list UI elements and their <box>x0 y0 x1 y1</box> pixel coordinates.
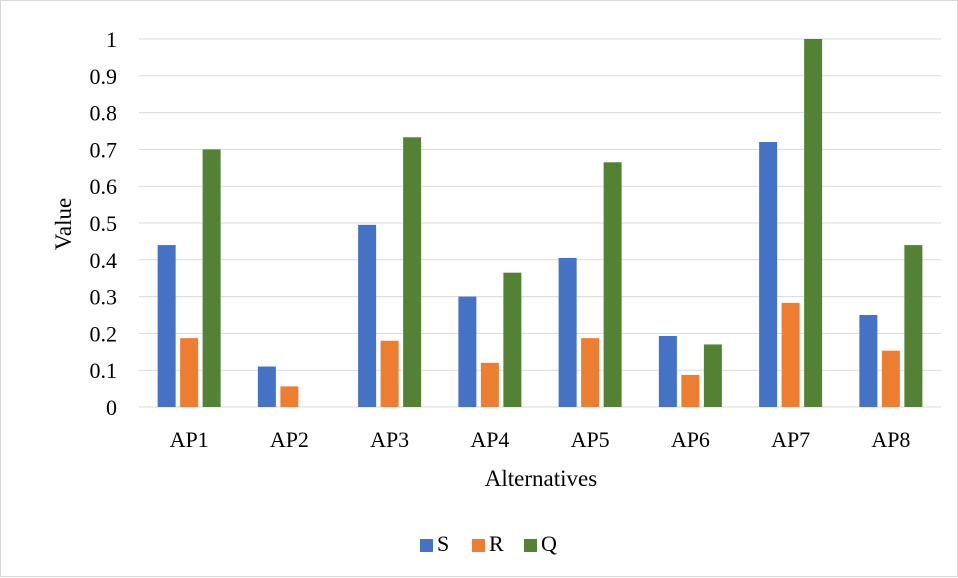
bar-r-ap6 <box>681 374 700 407</box>
y-tick-label: 0.5 <box>90 211 118 236</box>
bar-s-ap1 <box>157 245 176 407</box>
x-tick-label: AP1 <box>170 427 209 452</box>
bar-r-ap2 <box>280 386 299 407</box>
bar-s-ap7 <box>759 142 778 408</box>
y-tick-label: 0.2 <box>90 321 118 346</box>
legend-swatch-s <box>420 539 433 552</box>
x-tick-label: AP8 <box>871 427 910 452</box>
bar-r-ap3 <box>380 340 399 407</box>
y-tick-label: 0.6 <box>90 174 118 199</box>
y-tick-labels: 0 0.1 0.2 0.3 0.4 0.5 0.6 0.7 0.8 0.9 1 <box>90 27 118 420</box>
bar-q-ap6 <box>703 344 722 407</box>
bar-s-ap5 <box>558 257 577 407</box>
bar-r-ap7 <box>781 302 800 407</box>
bars <box>157 39 923 408</box>
y-tick-label: 0.4 <box>90 248 118 273</box>
y-tick-label: 0 <box>106 395 117 420</box>
bar-q-ap8 <box>904 245 923 407</box>
x-tick-label: AP4 <box>470 427 509 452</box>
bar-q-ap7 <box>804 39 823 407</box>
y-tick-label: 0.3 <box>90 285 118 310</box>
y-tick-label: 1 <box>106 27 117 52</box>
legend-label-r: R <box>489 531 504 556</box>
y-axis-title: Value <box>51 198 76 250</box>
bar-r-ap1 <box>180 338 199 407</box>
x-tick-labels: AP1 AP2 AP3 AP4 AP5 AP6 AP7 AP8 <box>170 427 911 452</box>
bar-s-ap3 <box>358 224 377 407</box>
bar-s-ap4 <box>458 296 477 407</box>
legend-swatch-r <box>472 539 485 552</box>
x-tick-label: AP6 <box>671 427 710 452</box>
x-tick-label: AP2 <box>270 427 309 452</box>
bar-s-ap2 <box>257 366 276 407</box>
legend-swatch-q <box>524 539 537 552</box>
legend-label-s: S <box>437 531 449 556</box>
y-tick-label: 0.7 <box>90 137 118 162</box>
y-tick-label: 0.9 <box>90 64 118 89</box>
bar-r-ap4 <box>480 362 499 407</box>
x-tick-label: AP7 <box>771 427 810 452</box>
x-tick-label: AP3 <box>370 427 409 452</box>
bar-q-ap1 <box>202 149 221 407</box>
bar-s-ap8 <box>859 315 878 407</box>
y-tick-label: 0.8 <box>90 101 118 126</box>
bar-s-ap6 <box>658 335 677 407</box>
bar-r-ap5 <box>581 338 600 407</box>
x-axis-title: Alternatives <box>485 466 597 491</box>
bar-r-ap8 <box>881 350 900 407</box>
bar-q-ap5 <box>603 162 622 407</box>
y-tick-label: 0.1 <box>90 358 118 383</box>
bar-q-ap4 <box>503 272 522 407</box>
x-tick-label: AP5 <box>571 427 610 452</box>
legend-label-q: Q <box>541 531 557 556</box>
bar-q-ap3 <box>403 137 422 408</box>
